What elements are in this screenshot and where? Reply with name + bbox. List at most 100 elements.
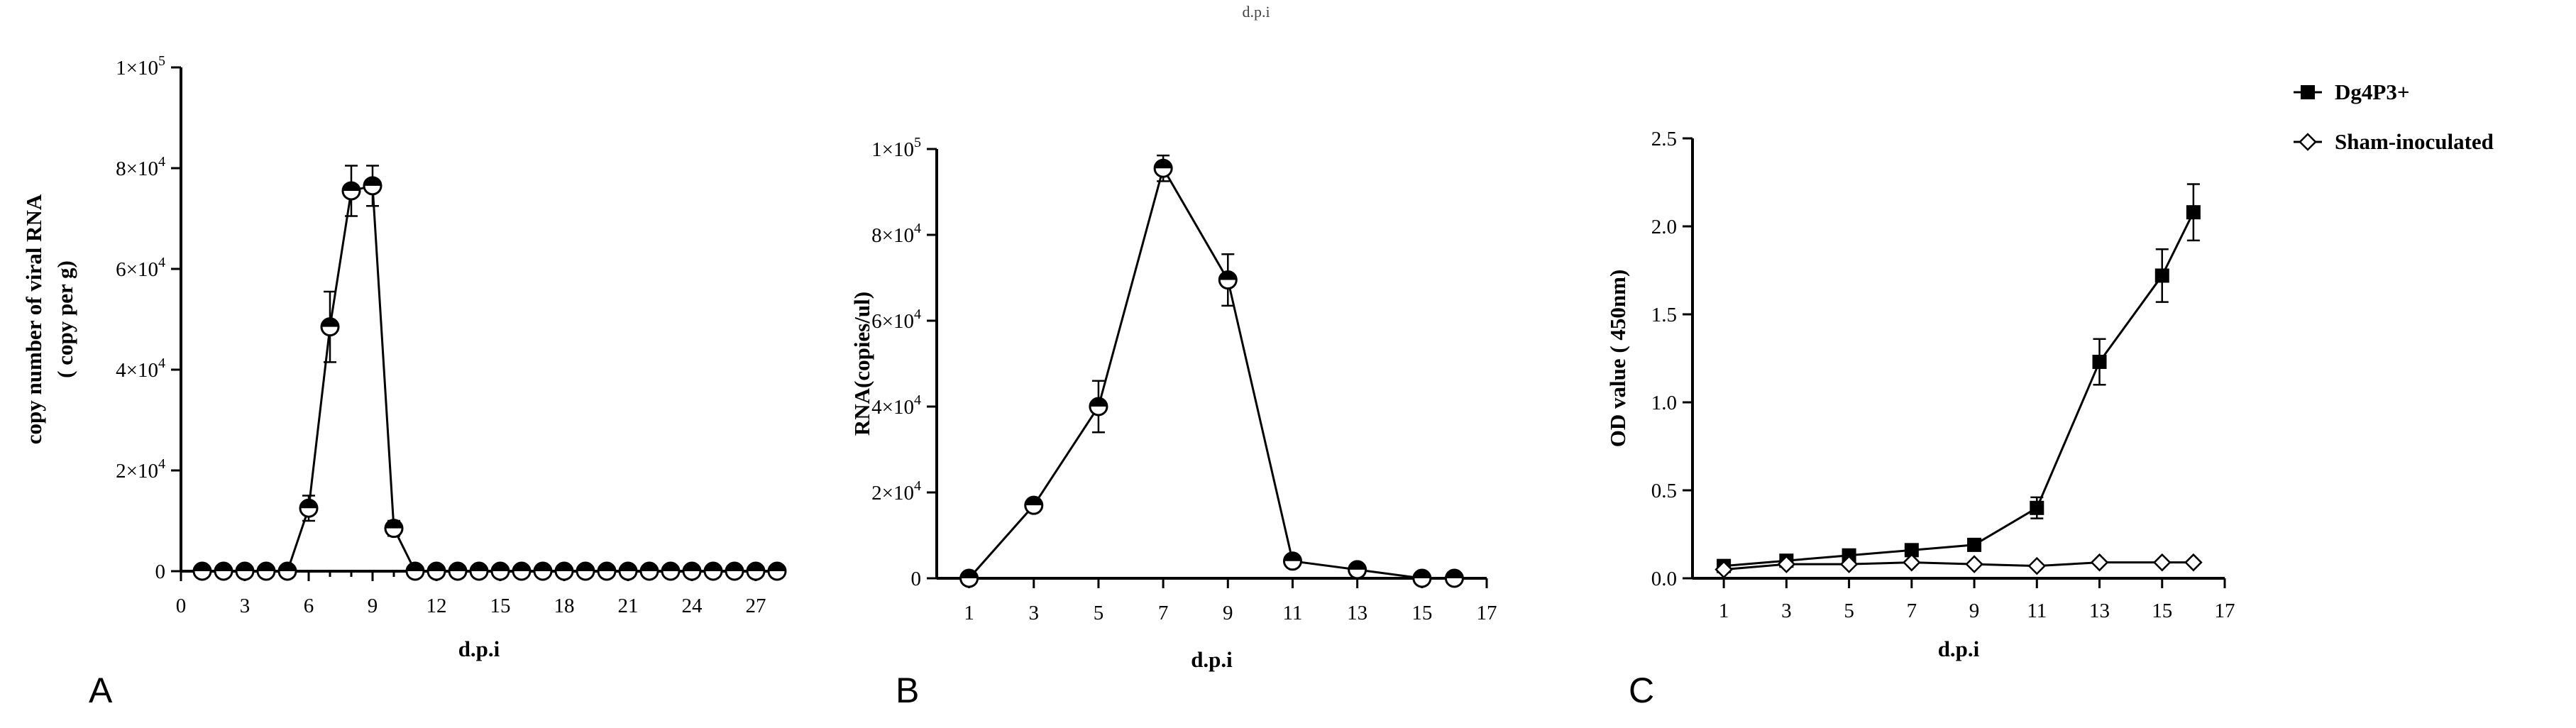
a-data-point: [746, 561, 766, 581]
top-cropped-label: d.p.i: [1242, 3, 1270, 21]
b-y-tick-label: 0: [911, 568, 922, 590]
a-y-tick-label: 0: [155, 561, 166, 583]
c-y-tick-label: 0.0: [1651, 568, 1677, 590]
b-data-point: [1218, 270, 1238, 290]
b-data-point: [1024, 495, 1044, 515]
c-y-tick-label: 1.5: [1651, 304, 1677, 326]
c-data-point: [1839, 555, 1859, 573]
panel-c-chart: 0.00.51.01.52.02.51 3 5 7 9 11 13 15 17d.p.iOD v…: [1605, 128, 2235, 661]
c-data-point: [2154, 268, 2169, 283]
legend-marker: [2301, 85, 2315, 99]
a-data-point: [576, 561, 595, 581]
a-y-tick-label: 8×104: [116, 154, 165, 180]
a-y-tick-label: 2×104: [116, 456, 165, 482]
b-x-tick-label: 17: [1477, 602, 1497, 624]
a-x-tick-label: 27: [746, 595, 766, 617]
c-y-tick-label: 2.0: [1651, 216, 1677, 238]
a-data-point: [618, 561, 638, 581]
a-data-point: [277, 561, 297, 581]
c-data-point: [2027, 556, 2047, 575]
c-x-tick-label: 3: [1781, 600, 1792, 622]
b-x-tick-label: 5: [1094, 602, 1104, 624]
b-data-point: [1089, 397, 1108, 417]
b-x-tick-label: 13: [1347, 602, 1367, 624]
a-data-point: [490, 561, 510, 581]
b-x-tick-label: 11: [1283, 602, 1303, 624]
a-data-point: [256, 561, 276, 581]
a-y-axis-label: ( copy per g): [53, 260, 77, 378]
legend: Dg4P3+ Sham-inoculated: [2294, 79, 2494, 154]
a-data-point: [214, 561, 233, 581]
a-data-point: [767, 561, 787, 581]
panel-label-c: C: [1629, 671, 1654, 710]
c-x-tick-label: 11: [2027, 600, 2047, 622]
a-series-line-1: [202, 184, 777, 573]
a-data-point: [597, 561, 617, 581]
b-x-axis-label: d.p.i: [1191, 647, 1233, 672]
c-data-point: [2184, 553, 2203, 572]
a-x-tick-label: 0: [176, 595, 187, 617]
b-y-tick-label: 6×104: [871, 307, 921, 333]
panel-a-chart: 0 2×104 4×104 6×104 8×104 1×105 0 3 6 9 12 15 18 21 24…: [21, 53, 787, 661]
b-series-line-1: [968, 165, 1455, 580]
a-data-point: [235, 561, 255, 581]
a-data-point: [448, 561, 468, 581]
a-data-point: [703, 561, 723, 581]
c-x-tick-label: 17: [2215, 600, 2235, 622]
a-y-tick-label: 6×104: [116, 255, 165, 281]
b-y-tick-label: 8×104: [871, 221, 921, 247]
c-data-point: [1904, 543, 1919, 558]
c-y-axis-label: OD value ( 450nm): [1605, 270, 1630, 448]
a-x-tick-label: 12: [426, 595, 447, 617]
legend-marker: [2299, 133, 2317, 151]
a-data-point: [469, 561, 489, 581]
c-x-tick-label: 7: [1907, 600, 1917, 622]
b-x-tick-label: 15: [1411, 602, 1432, 624]
b-x-tick-label: 1: [964, 602, 974, 624]
c-data-point: [2152, 553, 2172, 572]
a-y-axis-label: copy number of viral RNA: [21, 194, 46, 444]
a-data-point: [384, 519, 404, 539]
b-data-point: [959, 568, 979, 588]
b-y-tick-label: 2×104: [871, 478, 921, 504]
b-data-point: [1444, 568, 1464, 588]
a-x-tick-label: 9: [368, 595, 378, 617]
a-y-tick-label: 4×104: [116, 355, 165, 382]
a-data-point: [363, 176, 382, 196]
c-data-point: [2030, 500, 2044, 515]
c-x-tick-label: 5: [1844, 600, 1854, 622]
legend-entry: Dg4P3+: [2335, 79, 2410, 104]
c-data-point: [2090, 553, 2109, 572]
b-data-point: [1348, 560, 1367, 580]
c-x-tick-label: 15: [2152, 600, 2172, 622]
c-data-point: [2092, 354, 2107, 369]
legend-entry: Sham-inoculated: [2335, 129, 2494, 154]
c-data-point: [1777, 555, 1796, 573]
a-data-point: [661, 561, 681, 581]
a-data-point: [554, 561, 574, 581]
c-x-tick-label: 13: [2089, 600, 2110, 622]
a-data-point: [405, 561, 425, 581]
b-data-point: [1412, 568, 1432, 588]
a-x-axis-label: d.p.i: [458, 636, 500, 661]
a-data-point: [512, 561, 532, 581]
c-data-point: [1967, 537, 1982, 552]
c-series-line-1: [1723, 211, 2195, 568]
b-y-tick-label: 4×104: [871, 392, 921, 419]
b-y-axis-label: RNA(copies/ul): [849, 292, 874, 436]
c-y-tick-label: 1.0: [1651, 392, 1677, 414]
b-x-tick-label: 9: [1223, 602, 1233, 624]
a-x-tick-label: 18: [554, 595, 575, 617]
a-x-tick-label: 21: [618, 595, 639, 617]
a-data-point: [192, 561, 212, 581]
a-data-point: [725, 561, 744, 581]
b-x-tick-label: 7: [1158, 602, 1169, 624]
a-x-tick-label: 15: [490, 595, 511, 617]
c-y-tick-label: 0.5: [1651, 480, 1677, 502]
a-x-tick-label: 6: [304, 595, 314, 617]
a-data-point: [639, 561, 659, 581]
panel-label-b: B: [896, 671, 919, 710]
c-x-tick-label: 1: [1719, 600, 1729, 622]
